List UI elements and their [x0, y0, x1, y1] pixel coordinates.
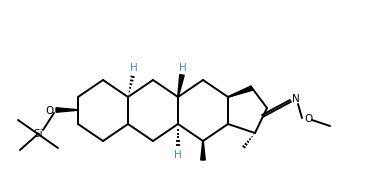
Text: H: H — [174, 150, 182, 160]
Text: H: H — [179, 63, 187, 73]
Text: O: O — [304, 114, 312, 124]
Polygon shape — [201, 141, 205, 160]
Polygon shape — [56, 108, 78, 112]
Text: N: N — [292, 94, 300, 104]
Polygon shape — [228, 86, 253, 97]
Text: Si: Si — [33, 129, 43, 139]
Polygon shape — [178, 75, 184, 97]
Text: H: H — [130, 63, 138, 73]
Text: O: O — [46, 106, 54, 116]
